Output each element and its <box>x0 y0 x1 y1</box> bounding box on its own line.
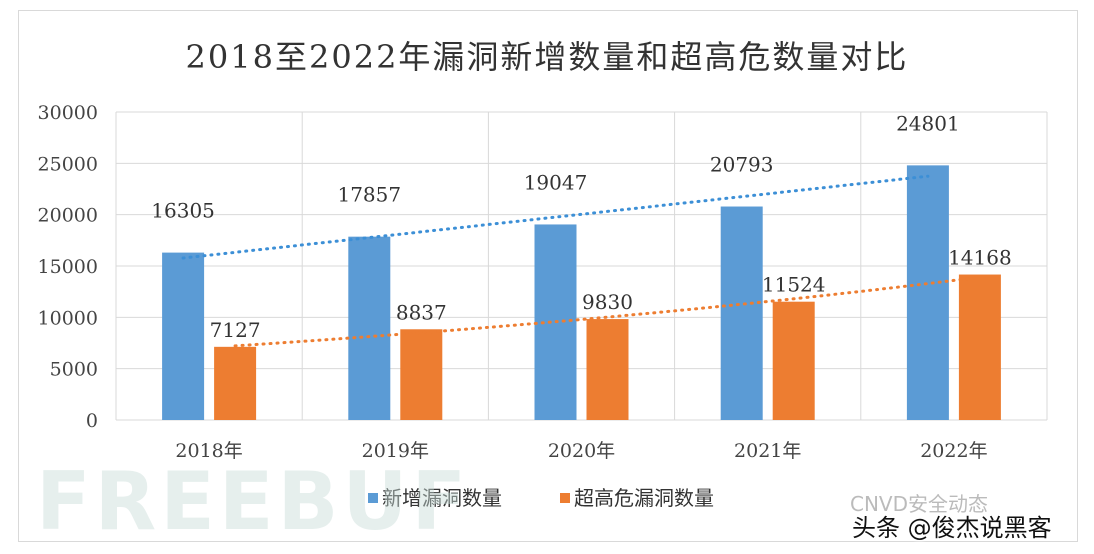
bar-critical <box>586 319 629 420</box>
data-label: 9830 <box>582 290 633 314</box>
watermark-cnvd: CNVD安全动态 <box>850 492 989 516</box>
y-tick-label: 10000 <box>38 307 98 329</box>
y-tick-label: 15000 <box>38 256 98 278</box>
watermark-toutiao: 头条 @俊杰说黑客 <box>852 514 1052 542</box>
bar-new <box>906 165 949 420</box>
trendline-critical <box>233 275 982 348</box>
y-tick-label: 20000 <box>38 205 98 227</box>
x-tick-label: 2019年 <box>362 440 429 462</box>
bar-new <box>720 206 763 420</box>
legend-swatch <box>560 493 570 503</box>
data-label: 8837 <box>396 300 447 324</box>
watermark-freebuf: FREEBUF <box>36 455 471 548</box>
bar-new <box>162 252 205 420</box>
data-label: 17857 <box>337 183 401 207</box>
data-label: 20793 <box>710 153 774 177</box>
legend-label: 超高危漏洞数量 <box>574 486 714 510</box>
data-label: 16305 <box>151 199 215 223</box>
y-tick-label: 5000 <box>50 359 98 381</box>
data-label: 14168 <box>948 246 1012 270</box>
x-tick-label: 2021年 <box>734 440 801 462</box>
bar-critical <box>400 329 443 420</box>
data-label: 19047 <box>524 170 588 194</box>
y-tick-label: 25000 <box>38 153 98 175</box>
x-tick-label: 2022年 <box>920 440 987 462</box>
legend-swatch <box>368 493 378 503</box>
chart-title: 2018至2022年漏洞新增数量和超高危数量对比 <box>186 38 909 76</box>
data-label: 11524 <box>762 273 826 297</box>
bar-new <box>348 236 391 420</box>
data-label: 24801 <box>896 111 960 135</box>
data-label: 7127 <box>210 318 261 342</box>
y-tick-label: 30000 <box>38 102 98 124</box>
x-tick-label: 2020年 <box>548 440 615 462</box>
bar-critical <box>958 274 1001 420</box>
y-tick-label: 0 <box>86 410 98 432</box>
trendline-new <box>181 174 930 260</box>
x-tick-label: 2018年 <box>175 440 242 462</box>
bar-critical <box>214 346 257 420</box>
bar-critical <box>772 301 815 420</box>
legend-label: 新增漏洞数量 <box>382 486 502 510</box>
